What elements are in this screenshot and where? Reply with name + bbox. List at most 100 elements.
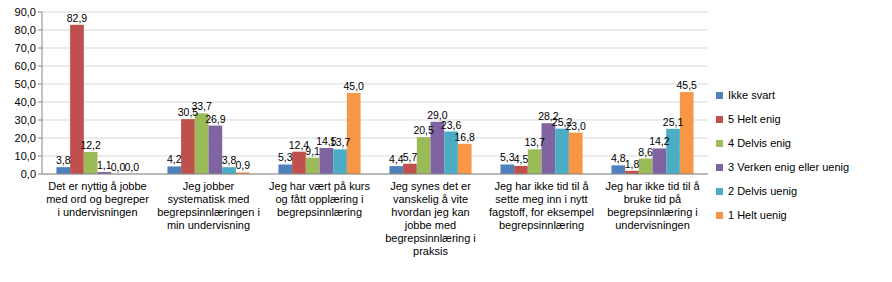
category-line: Det er nyttig å jobbe xyxy=(48,180,146,192)
bars xyxy=(56,25,693,174)
data-label: 13,7 xyxy=(330,136,351,148)
category-line: undervisningen xyxy=(615,219,690,231)
data-label: 3,8 xyxy=(222,154,237,166)
bar xyxy=(403,164,417,174)
category-line: systematisk med xyxy=(168,193,250,205)
category-label: Det er nyttig å jobbemed ord og begreper… xyxy=(46,180,149,218)
legend-swatch xyxy=(716,164,723,171)
grid-line xyxy=(42,156,708,157)
legend-label: Ikke svart xyxy=(728,89,775,101)
bar xyxy=(611,165,625,174)
legend-swatch xyxy=(716,212,723,219)
data-label: 4,4 xyxy=(389,153,404,165)
data-label: 14,2 xyxy=(649,135,670,147)
category-line: Jeg synes det er xyxy=(390,180,471,192)
bar xyxy=(542,123,556,174)
bar xyxy=(320,148,334,174)
tick-mark xyxy=(38,84,42,85)
data-label: 0,0 xyxy=(111,161,126,173)
category-line: vanskelig å vite xyxy=(393,193,468,205)
tick-mark xyxy=(38,156,42,157)
legend-label: 2 Delvis uenig xyxy=(728,185,797,197)
tick-mark xyxy=(38,120,42,121)
category-line: Jeg har ikke tid til å xyxy=(605,180,700,192)
y-axis xyxy=(42,12,43,174)
grid-line xyxy=(42,102,708,103)
bar xyxy=(417,137,431,174)
category-line: begrepsinnlæring xyxy=(499,219,584,231)
bar xyxy=(84,152,98,174)
bar xyxy=(653,148,667,174)
bar xyxy=(458,144,472,174)
category-label: Jeg har ikke tid til åsette meg inn i ny… xyxy=(489,180,594,231)
category-line: i undervisningen xyxy=(57,206,137,218)
tick-mark xyxy=(38,30,42,31)
bar xyxy=(680,92,694,174)
bar xyxy=(555,129,569,174)
grid-line xyxy=(42,174,708,175)
bar xyxy=(389,166,403,174)
bar xyxy=(333,149,347,174)
tick-label: 80,0 xyxy=(15,24,36,36)
tick-mark xyxy=(38,102,42,103)
grid-line xyxy=(42,120,708,121)
data-label: 0,9 xyxy=(235,159,250,171)
bar xyxy=(514,166,528,174)
data-label: 4,5 xyxy=(514,153,529,165)
data-label: 4,8 xyxy=(611,152,626,164)
bar xyxy=(306,158,320,174)
category-line: hvordan jeg kan xyxy=(391,206,469,218)
tick-label: 0,0 xyxy=(21,168,36,180)
category-line: min undervisning xyxy=(167,219,250,231)
data-label: 23,6 xyxy=(441,119,462,131)
data-label: 20,5 xyxy=(413,124,434,136)
data-label: 5,3 xyxy=(500,151,515,163)
tick-label: 90,0 xyxy=(15,6,36,18)
data-label: 25,1 xyxy=(663,116,684,128)
bar xyxy=(209,126,223,174)
tick-label: 40,0 xyxy=(15,96,36,108)
data-label: 23,0 xyxy=(566,120,587,132)
tick-mark xyxy=(38,12,42,13)
category-line: begrepsinnlæringen i xyxy=(157,206,260,218)
bar xyxy=(528,149,542,174)
category-line: fagstoff, for eksempel xyxy=(489,206,594,218)
tick-mark xyxy=(38,66,42,67)
category-line: med ord og begreper xyxy=(46,193,149,205)
category-line: begrepsinnlæring xyxy=(277,206,362,218)
bar xyxy=(569,133,583,174)
data-label: 82,9 xyxy=(67,12,88,24)
legend-swatch xyxy=(716,188,723,195)
x-axis xyxy=(42,174,708,175)
tick-mark xyxy=(38,138,42,139)
legend-swatch xyxy=(716,92,723,99)
data-label: 4,2 xyxy=(167,153,182,165)
data-label: 45,5 xyxy=(677,79,698,91)
grid-line xyxy=(42,66,708,67)
category-line: jobbe med xyxy=(404,219,456,231)
category-line: begrepsinnlæring i xyxy=(385,232,476,244)
legend-swatch xyxy=(716,140,723,147)
grid-line xyxy=(42,84,708,85)
tick-label: 70,0 xyxy=(15,42,36,54)
data-label: 0,0 xyxy=(124,161,139,173)
bar xyxy=(167,166,181,174)
data-label: 12,2 xyxy=(80,139,101,151)
category-label: Jeg har ikke tid til åbruke tid påbegrep… xyxy=(605,180,700,231)
data-labels: 3,84,25,34,45,34,882,930,512,45,74,51,81… xyxy=(56,12,697,173)
data-label: 13,7 xyxy=(524,136,545,148)
category-line: sette meg inn i nytt xyxy=(495,193,587,205)
bar xyxy=(70,25,84,174)
bar xyxy=(500,164,514,174)
category-line: praksis xyxy=(413,245,448,257)
category-label: Jeg har vært på kursog fått opplæring ib… xyxy=(269,180,370,218)
bar xyxy=(639,159,653,174)
bar xyxy=(347,93,361,174)
tick-mark xyxy=(38,174,42,175)
grid-line xyxy=(42,48,708,49)
data-label: 3,8 xyxy=(56,154,71,166)
bar xyxy=(56,167,70,174)
category-line: bruke tid på xyxy=(624,193,682,205)
category-label: Jeg jobbersystematisk medbegrepsinnlærin… xyxy=(157,180,260,231)
data-label: 33,7 xyxy=(191,100,212,112)
